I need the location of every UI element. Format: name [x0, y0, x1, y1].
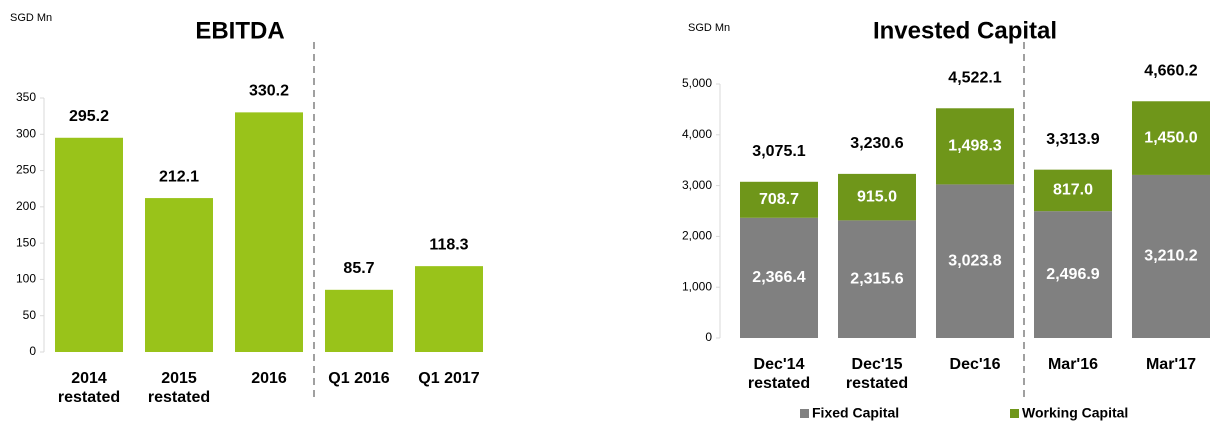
y-tick-label: 350	[16, 90, 36, 104]
bar-segment	[1132, 174, 1210, 338]
legend-swatch	[800, 409, 809, 418]
bar	[325, 289, 393, 352]
y-tick-label: 4,000	[682, 127, 712, 141]
value-label: 295.2	[69, 108, 109, 125]
bar	[235, 112, 303, 352]
y-tick-label: 0	[705, 330, 712, 344]
segment-label: 3,023.8	[948, 252, 1001, 269]
total-label: 3,313.9	[1046, 131, 1099, 148]
value-label: 85.7	[343, 260, 374, 277]
legend-swatch	[1010, 409, 1019, 418]
bar-segment	[838, 220, 916, 338]
bar-segment	[740, 181, 818, 218]
x-tick-label: Q1 2016	[328, 370, 389, 387]
chart-title: EBITDA	[195, 17, 284, 44]
x-tick-label: 2016	[251, 370, 287, 387]
segment-label: 2,496.9	[1046, 266, 1099, 283]
x-tick-label: Dec'14 restated	[748, 356, 810, 392]
y-tick-label: 50	[23, 308, 37, 322]
y-tick-label: 300	[16, 126, 36, 140]
unit-label: SGD Mn	[10, 12, 52, 24]
total-label: 4,660.2	[1144, 62, 1197, 79]
y-tick-label: 0	[29, 344, 36, 358]
y-tick-label: 100	[16, 272, 36, 286]
legend-label: Fixed Capital	[812, 405, 899, 421]
chart-title: Invested Capital	[873, 17, 1057, 44]
bar-segment	[838, 173, 916, 221]
bar	[415, 266, 483, 352]
value-label: 212.1	[159, 168, 199, 185]
y-tick-label: 5,000	[682, 76, 712, 90]
segment-label: 2,315.6	[850, 270, 903, 287]
bar-segment	[936, 108, 1014, 185]
segment-label: 3,210.2	[1144, 248, 1197, 265]
y-tick-label: 1,000	[682, 279, 712, 293]
bar	[145, 198, 213, 352]
y-tick-label: 3,000	[682, 178, 712, 192]
segment-label: 817.0	[1053, 182, 1093, 199]
y-tick-label: 150	[16, 235, 36, 249]
segment-label: 915.0	[857, 188, 897, 205]
value-label: 330.2	[249, 83, 289, 100]
bar-segment	[936, 184, 1014, 338]
segment-label: 1,450.0	[1144, 129, 1197, 146]
bar	[55, 137, 123, 352]
x-tick-label: 2015 restated	[148, 370, 210, 406]
value-label: 118.3	[429, 236, 468, 253]
segment-label: 1,498.3	[948, 138, 1001, 155]
x-tick-label: Q1 2017	[418, 370, 479, 387]
total-label: 4,522.1	[948, 69, 1001, 86]
x-tick-label: 2014 restated	[58, 370, 120, 406]
total-label: 3,230.6	[850, 135, 903, 152]
bar-segment	[1034, 211, 1112, 338]
segment-label: 708.7	[759, 191, 799, 208]
y-tick-label: 200	[16, 199, 36, 213]
x-tick-label: Mar'17	[1146, 356, 1196, 373]
unit-label: SGD Mn	[688, 22, 730, 34]
total-label: 3,075.1	[752, 143, 805, 160]
y-tick-label: 2,000	[682, 229, 712, 243]
x-tick-label: Mar'16	[1048, 356, 1098, 373]
bar-segment	[740, 217, 818, 338]
y-tick-label: 250	[16, 163, 36, 177]
x-tick-label: Dec'15 restated	[846, 356, 908, 392]
bar-segment	[1034, 169, 1112, 212]
x-tick-label: Dec'16	[950, 356, 1001, 373]
legend-label: Working Capital	[1022, 405, 1128, 421]
bar-segment	[1132, 101, 1210, 175]
segment-label: 2,366.4	[752, 269, 805, 286]
